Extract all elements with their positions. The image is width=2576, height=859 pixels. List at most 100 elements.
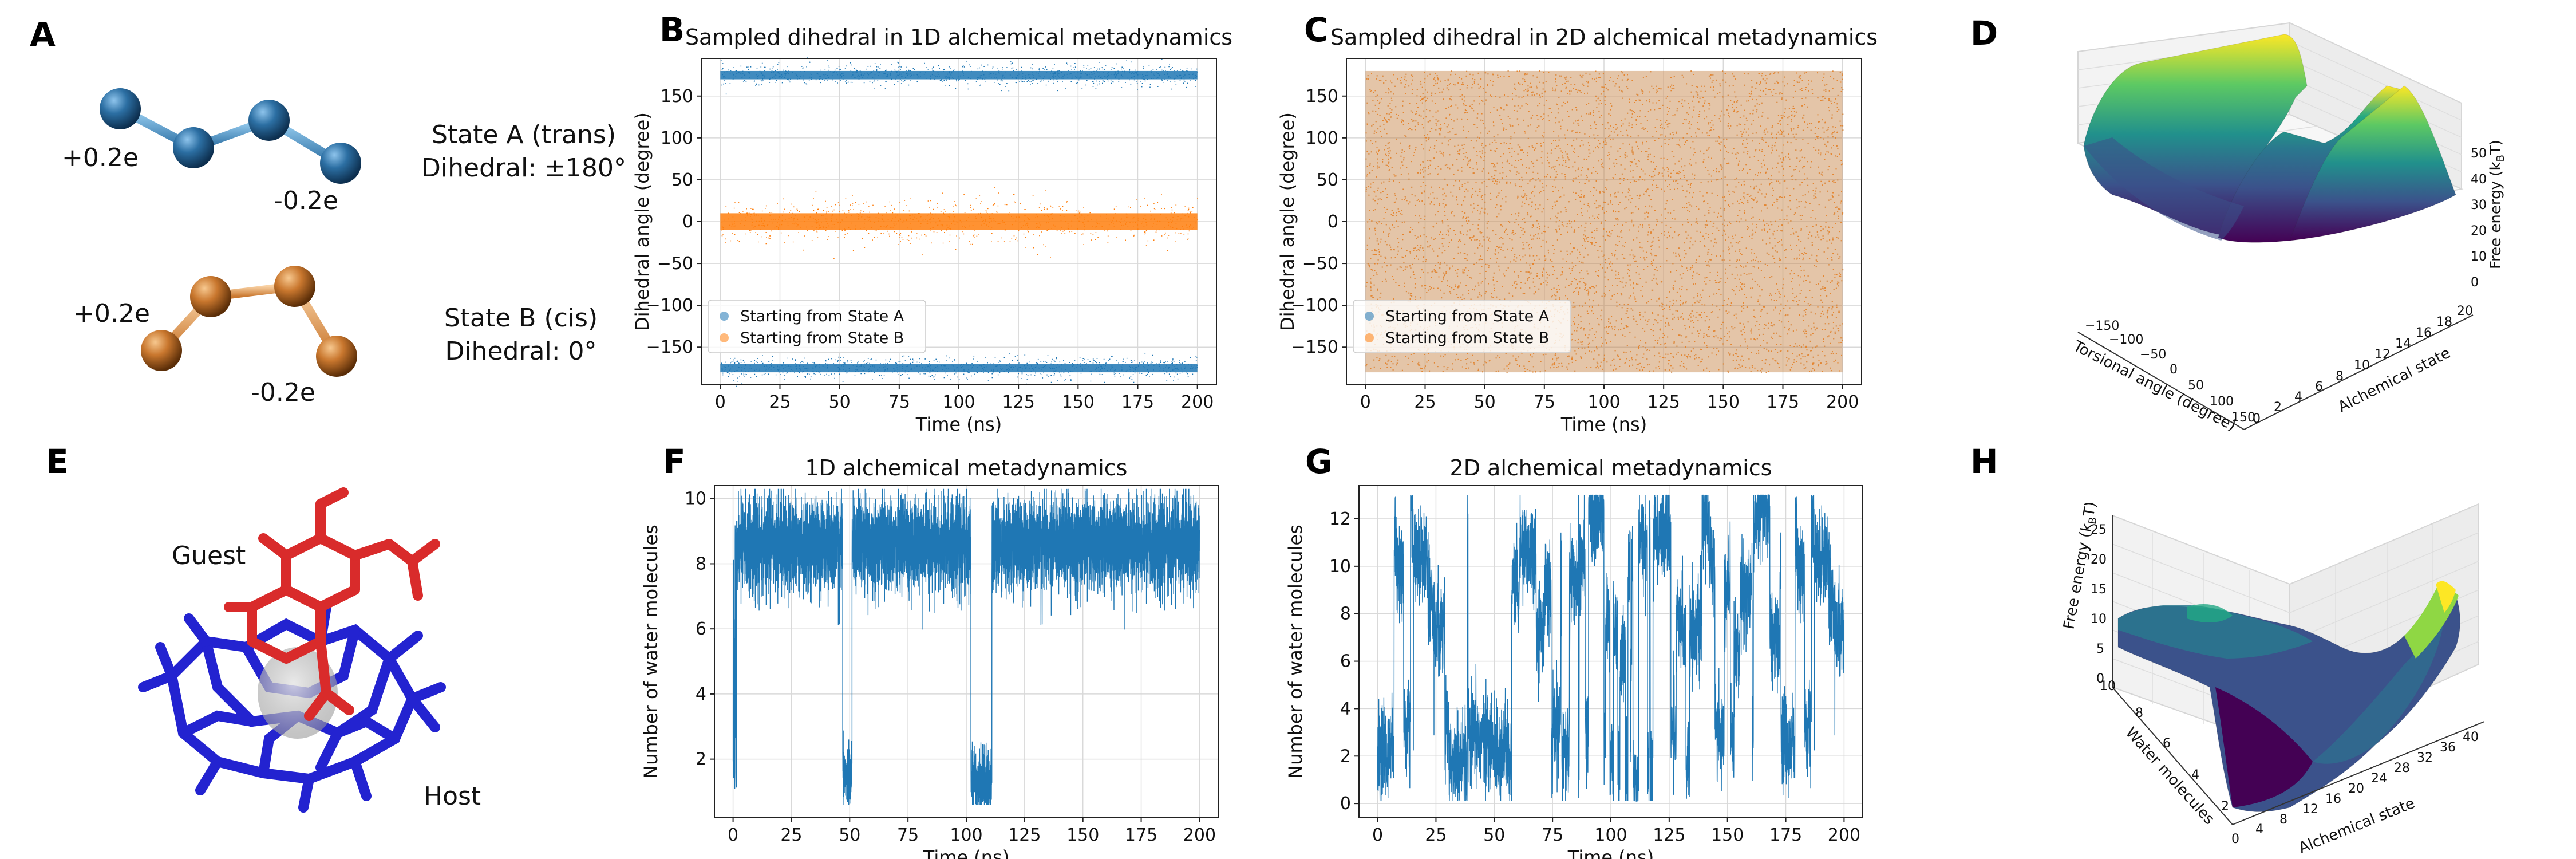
xtick: 12 [2302,802,2318,817]
series-state-a [720,57,1198,387]
ytick-label: −150 [1291,337,1338,357]
xtick: −50 [2140,348,2166,362]
legend-marker [1365,312,1374,321]
ytick: 2 [2274,400,2282,415]
ytick-label: 50 [1317,170,1338,190]
xtick: 28 [2394,761,2410,775]
xtick: 32 [2417,751,2433,765]
sample-points [720,57,1198,95]
xtick-label: 25 [780,825,802,845]
ytick: 6 [2163,736,2171,751]
ztick: 40 [2471,172,2487,187]
legend-label: Starting from State A [1385,308,1550,325]
state-b-title: State B (cis) [444,304,598,333]
legend-label: Starting from State B [1385,329,1549,347]
ytick-label: 150 [1306,86,1338,107]
chart-g: 0 25 50 75 100 125 150 175 200 0 2 4 6 8 10 12 2D alchem… [1285,455,1863,859]
ytick-label: 100 [1306,128,1338,148]
surface-plot-d [2076,22,2474,430]
ztick: 20 [2091,553,2107,567]
xtick-label: 150 [1066,825,1099,845]
xtick-label: 75 [897,825,919,845]
ytick-label: 10 [1329,557,1351,577]
ytick: 10 [2100,679,2116,693]
xtick-label: 125 [1008,825,1041,845]
panel-label-e: E [46,442,69,481]
chart-c: 0 25 50 75 100 125 150 175 200 −150 −100 −50 0 50 100 1… [1277,25,1878,435]
surface-d-yticks: 0 2 4 6 8 10 12 14 16 18 20 [2253,304,2473,426]
xtick-label: 125 [1002,392,1035,412]
chart-b: 0 25 50 75 100 125 150 175 200 −150 −100 −50 0 50 100 1… [631,25,1232,435]
ytick: 8 [2135,706,2143,720]
charge-a-right: -0.2e [274,186,338,215]
d-ylabel: Alchemical state [2336,344,2453,416]
chart-title: 1D alchemical metadynamics [805,455,1128,480]
panel-label-d: D [1970,14,1998,53]
xtick-label: 150 [1062,392,1095,412]
charge-b-left: +0.2e [73,299,150,328]
ytick-label: 0 [1327,212,1338,232]
ytick-label: 150 [661,86,693,107]
legend-label: Starting from State B [740,329,904,347]
xtick-label: 125 [1647,392,1680,412]
panel-label-b: B [659,10,685,49]
xtick-label: 175 [1125,825,1157,845]
xtick: 8 [2279,813,2287,827]
xtick: 36 [2440,740,2456,755]
xtick-label: 25 [769,392,791,412]
xtick-label: 50 [1474,392,1496,412]
xtick-label: 0 [728,825,738,845]
ytick: 4 [2191,768,2199,782]
xtick: 100 [2210,395,2234,409]
atom-2 [274,266,315,307]
ztick: 20 [2471,224,2487,238]
xtick: 4 [2255,822,2263,837]
ytick-label: 8 [1340,604,1351,624]
sample-points [721,187,1198,259]
ztick: 5 [2096,642,2104,656]
ytick-label: −50 [1302,254,1338,274]
molecule-state-a [100,88,361,184]
xtick-label: 175 [1767,392,1799,412]
surface-d-xticks: −150 −100 −50 0 50 100 150 [2085,319,2255,425]
state-b-dihedral: Dihedral: 0° [445,337,596,366]
xtick-label: 50 [839,825,860,845]
charge-b-right: -0.2e [251,378,315,407]
panel-label-a: A [30,15,56,54]
cavity-sphere [258,647,338,739]
legend-box [1353,300,1571,353]
guest-label: Guest [172,541,246,570]
xtick: −100 [2109,333,2143,347]
sample-band [720,213,1198,230]
panel-label-h: H [1970,442,1998,481]
ytick: 12 [2374,348,2391,362]
d-zlabel: Free energy (kBT) [2487,140,2507,269]
ytick-label: −100 [646,295,693,316]
molecule-state-b [141,266,357,377]
xtick: 0 [2231,832,2239,846]
x-axis-label: Time (ns) [915,413,1002,435]
xtick-label: 175 [1769,825,1802,845]
ytick-label: 100 [661,128,693,148]
charge-a-left: +0.2e [62,143,139,172]
ytick: 0 [2253,412,2261,426]
ztick: 25 [2091,523,2107,537]
y-axis-label: Number of water molecules [1285,525,1306,779]
ytick: 6 [2315,380,2323,394]
state-a-dihedral: Dihedral: ±180° [421,153,626,183]
legend-marker [720,333,729,342]
xtick: 50 [2188,379,2204,393]
ytick-label: 4 [696,684,706,704]
chart-title: Sampled dihedral in 2D alchemical metady… [1330,25,1878,50]
series-state-b [720,187,1198,259]
ztick: 50 [2471,147,2487,161]
guest-molecule [224,487,440,721]
surface-d-zticks: 0 10 20 30 40 50 [2471,147,2487,290]
y-axis-label: Dihedral angle (degree) [1277,112,1298,331]
ytick-label: −150 [646,337,693,357]
ztick: 0 [2471,275,2479,290]
ytick: 14 [2395,337,2411,351]
ytick-label: 2 [1340,746,1351,766]
ztick: 15 [2091,582,2107,597]
